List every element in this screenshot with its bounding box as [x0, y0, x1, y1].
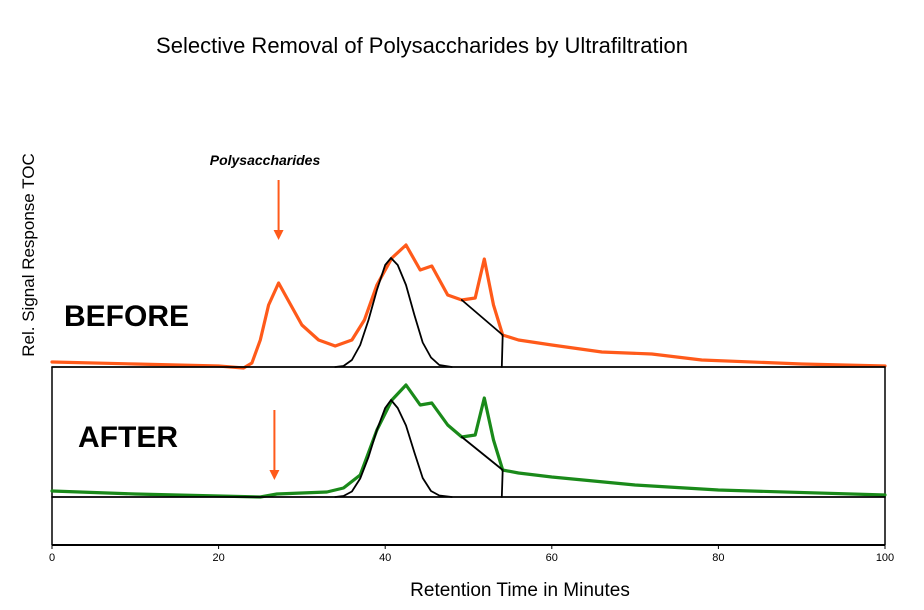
x-tick-label: 0	[49, 552, 55, 564]
arrow-down-icon	[273, 230, 284, 240]
chart-title: Selective Removal of Polysaccharides by …	[156, 33, 688, 58]
series-before-drop	[460, 299, 504, 368]
series-after-drop	[460, 436, 504, 498]
x-tick-label: 40	[379, 552, 391, 564]
arrow-down-icon	[269, 470, 280, 480]
y-axis-label: Rel. Signal Response TOC	[19, 153, 38, 356]
x-axis-label: Retention Time in Minutes	[410, 580, 630, 601]
series-after-fit	[334, 399, 453, 498]
series-before-fit	[334, 257, 453, 368]
polysaccharides-annotation: Polysaccharides	[210, 152, 321, 168]
x-tick-label: 100	[876, 552, 894, 564]
x-tick-label: 80	[712, 552, 724, 564]
series-before	[50, 243, 887, 370]
before-label: BEFORE	[64, 300, 189, 333]
series-after	[50, 383, 887, 499]
after-label: AFTER	[78, 421, 178, 454]
x-tick-label: 60	[546, 552, 558, 564]
x-tick-label: 20	[212, 552, 224, 564]
